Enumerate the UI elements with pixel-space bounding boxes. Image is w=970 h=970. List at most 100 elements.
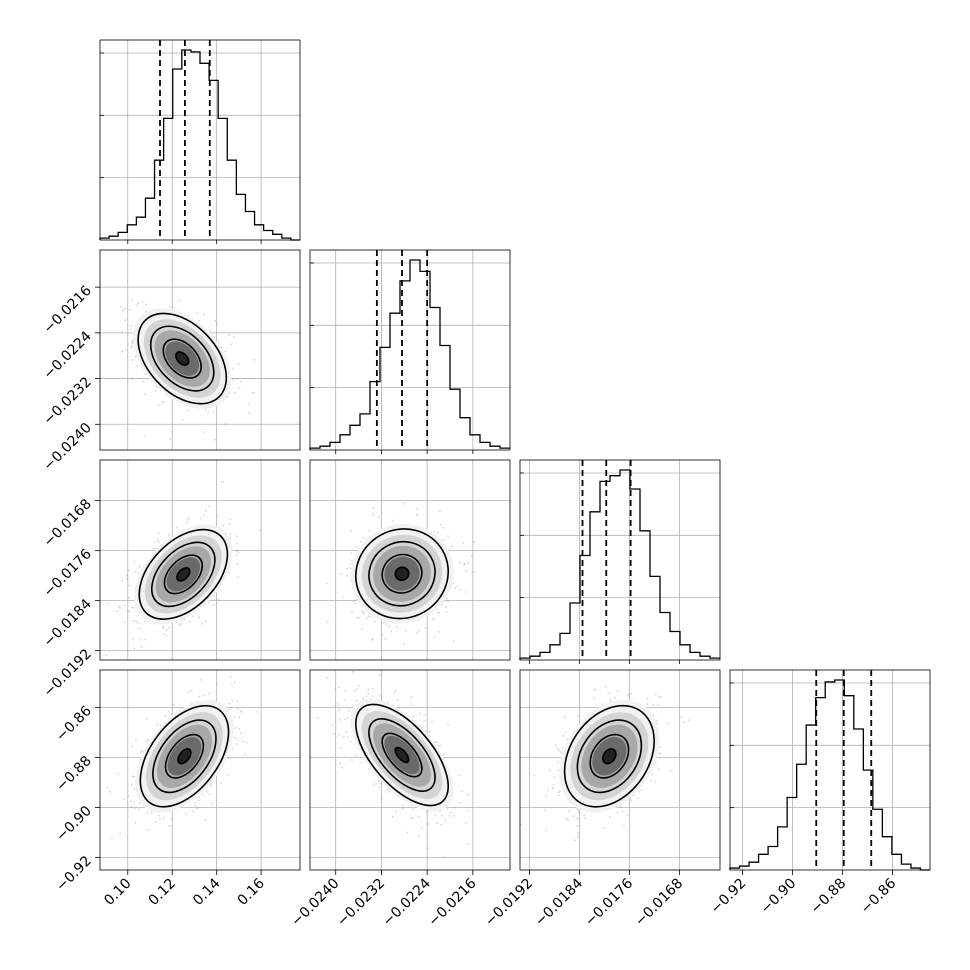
sample-point [270,655,272,657]
sample-point [133,560,136,563]
sample-point [334,705,337,708]
sample-point [564,817,567,820]
sample-point [614,696,617,699]
sample-point [368,529,371,532]
sample-point [465,570,468,573]
sample-point [379,694,382,697]
sample-point [122,309,124,312]
samples-1-2 [325,502,476,646]
contour-0 [354,528,449,620]
contour-2 [164,733,205,779]
sample-point [143,620,146,623]
sample-point [337,703,340,706]
sample-point [445,808,448,811]
sample-point [240,710,243,712]
sample-point [136,364,139,367]
sample-point [231,367,234,370]
sample-point [432,619,435,622]
sample-point [145,718,148,721]
y-tick-label-3-2: −0.88 [53,753,95,795]
sample-point [654,692,657,695]
samples-0-2 [105,480,262,657]
sample-point [466,843,469,846]
contour-3 [176,567,191,582]
sample-point [183,618,186,621]
sample-point [233,335,235,338]
sample-point [393,691,396,694]
sample-point [198,695,201,698]
sample-point [123,604,126,606]
sample-point [236,743,238,746]
x-tick-label-0-1: 0.12 [146,876,179,909]
sample-point [395,689,397,692]
sample-point [354,689,357,692]
sample-point [594,688,597,691]
sample-point [616,811,619,814]
sample-point [110,836,113,839]
sample-point [119,832,122,835]
contour-0 [563,704,655,808]
sample-point [609,697,612,700]
sample-point [573,815,575,818]
sample-point [552,783,555,786]
sample-point [440,603,443,606]
sample-point [404,629,407,632]
sample-point [416,507,419,510]
sample-point [338,733,341,736]
sample-point [355,699,358,702]
sample-point [427,730,430,733]
sample-point [157,814,160,817]
sample-point [228,572,230,574]
sample-point [459,801,462,804]
sample-point [162,627,165,630]
sample-point [351,670,354,673]
contour-0 [138,528,229,620]
sample-point [121,579,124,582]
sample-point [207,601,210,604]
sample-point [650,779,653,782]
sample-point [533,774,536,776]
sample-point [333,732,336,735]
sample-point [198,796,201,799]
sample-point [131,342,134,344]
x-tick-label-1-2: −0.0224 [380,875,434,929]
sample-point [175,621,178,624]
sample-point [213,603,216,606]
sample-point [458,774,461,777]
sample-point [209,785,212,788]
sample-point [350,530,353,533]
sample-point [437,630,440,633]
sample-point [356,687,358,690]
sample-point [133,807,136,810]
sample-point [340,573,343,576]
sample-point [449,812,452,815]
sample-point [201,622,204,625]
sample-point [350,552,353,555]
scatter-panel-2-3 [519,669,721,871]
sample-point [447,600,450,603]
sample-point [638,790,641,793]
sample-point [444,819,447,822]
sample-point [142,380,145,383]
sample-point [420,827,423,830]
sample-point [619,805,622,808]
sample-point [412,715,415,718]
sample-point [131,345,133,348]
sample-point [208,793,211,796]
sample-point [437,744,440,747]
sample-point [395,810,398,813]
sample-point [84,305,86,307]
sample-point [349,567,352,570]
x-tick-label-3-3: −0.86 [858,875,900,917]
sample-point [326,621,329,624]
sample-point [235,542,238,545]
sample-point [251,391,254,394]
contour-3 [394,746,410,764]
samples-0-1 [84,299,256,441]
sample-point [162,817,165,820]
sample-point [403,502,406,505]
sample-point [341,766,344,769]
contour-3 [175,351,190,366]
sample-point [159,818,161,820]
sample-point [576,817,579,820]
